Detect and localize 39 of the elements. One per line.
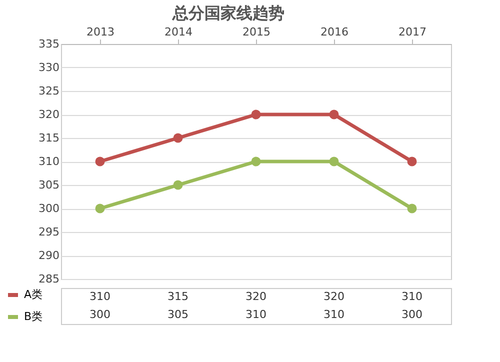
data-label: 300 — [402, 308, 422, 321]
data-label: 300 — [90, 308, 110, 321]
point — [329, 110, 339, 120]
x-tick-label: 2014 — [164, 26, 192, 38]
legend-label: B类 — [24, 310, 43, 323]
data-label: 315 — [168, 290, 188, 303]
y-tick-label: 300 — [38, 202, 60, 215]
legend-label: A类 — [24, 288, 43, 301]
data-label: 320 — [324, 290, 344, 303]
y-tick-label: 295 — [38, 226, 60, 238]
y-tick-label: 290 — [38, 249, 60, 262]
x-tick-label: 2015 — [242, 26, 270, 38]
y-tick-label: 335 — [38, 38, 60, 50]
point — [407, 156, 417, 166]
point — [95, 204, 105, 214]
y-tick-label: 325 — [38, 84, 60, 98]
data-label: 320 — [246, 290, 266, 303]
chart-title: 总分国家线趋势 — [172, 4, 284, 22]
y-tick-label: 330 — [38, 61, 60, 74]
x-tick-label: 2017 — [398, 26, 426, 38]
y-tick-label: 305 — [38, 178, 60, 192]
y-tick-label: 320 — [38, 108, 60, 121]
point — [173, 180, 183, 190]
point — [173, 133, 183, 143]
data-label: 310 — [246, 308, 266, 321]
point — [251, 156, 261, 166]
y-tick-label: 315 — [38, 132, 60, 144]
y-tick-label: 310 — [38, 155, 60, 168]
data-label: 310 — [324, 308, 344, 321]
y-tick-label: 285 — [38, 272, 60, 286]
data-label: 310 — [90, 290, 110, 303]
data-label: 310 — [402, 290, 422, 303]
point — [407, 204, 417, 214]
point — [251, 110, 261, 120]
point — [329, 156, 339, 166]
x-tick-label: 2016 — [320, 26, 348, 38]
data-label: 305 — [168, 308, 188, 321]
point — [95, 156, 105, 166]
x-tick-label: 2013 — [86, 26, 114, 38]
